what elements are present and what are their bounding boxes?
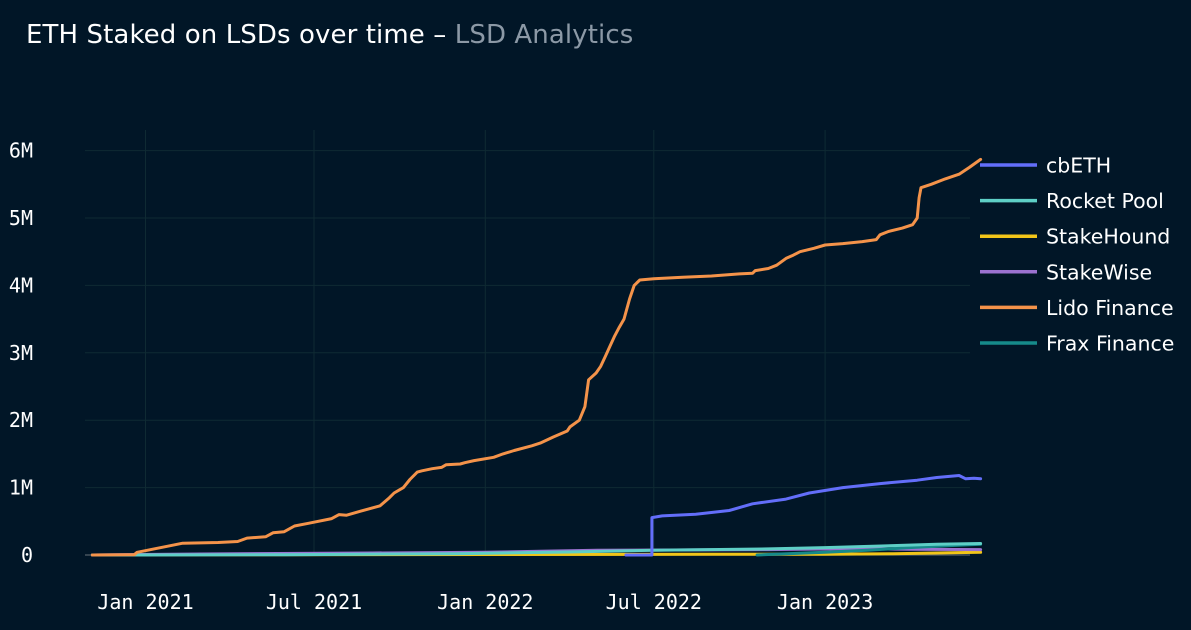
chart-title: ETH Staked on LSDs over time: [26, 20, 425, 50]
y-tick-label: 4M: [9, 273, 33, 297]
x-tick-label: Jan 2022: [437, 590, 533, 614]
legend-label-stakehound: StakeHound: [1046, 225, 1170, 249]
chart-subtitle: LSD Analytics: [454, 20, 634, 50]
y-tick-label: 6M: [9, 139, 33, 163]
title-separator: –: [424, 20, 455, 50]
y-tick-label: 3M: [9, 341, 33, 365]
series-line-cbeth: [624, 474, 983, 557]
x-tick-label: Jul 2022: [606, 590, 702, 614]
chart-title-block: ETH Staked on LSDs over time – LSD Analy…: [26, 20, 633, 50]
x-tick-label: Jul 2021: [266, 590, 362, 614]
legend-label-cbeth: cbETH: [1046, 154, 1111, 178]
y-tick-label: 2M: [9, 408, 33, 432]
legend-label-lido-finance: Lido Finance: [1046, 296, 1174, 320]
x-tick-label: Jan 2023: [777, 590, 873, 614]
legend-label-stakewise: StakeWise: [1046, 260, 1152, 284]
y-tick-label: 0: [21, 543, 33, 567]
x-tick-label: Jan 2021: [97, 590, 193, 614]
y-tick-label: 1M: [9, 476, 33, 500]
series-line-lido-finance: [90, 157, 983, 557]
y-tick-label: 5M: [9, 206, 33, 230]
legend-label-rocket-pool: Rocket Pool: [1046, 189, 1164, 213]
series-line-rocket-pool: [90, 542, 983, 557]
legend-label-frax-finance: Frax Finance: [1046, 332, 1174, 356]
